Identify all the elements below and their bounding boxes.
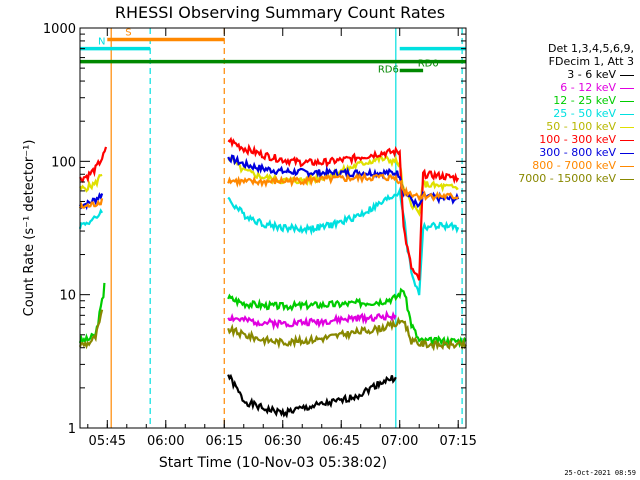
- legend-swatch: [620, 165, 634, 167]
- legend-swatch: [620, 139, 634, 141]
- y-tick-label-2: 100: [51, 155, 76, 170]
- x-tick-label-0: 05:45: [89, 434, 126, 449]
- legend-entry-label: 7000 - 15000 keV: [518, 172, 616, 185]
- series-line-4-0: [79, 173, 103, 193]
- marker-label-4: RD0: [418, 59, 439, 70]
- legend-swatch: [620, 100, 634, 102]
- plot-frame: [79, 27, 467, 429]
- x-axis-label: Start Time (10-Nov-03 05:38:02): [159, 455, 387, 471]
- legend-entry: 50 - 100 keV: [518, 120, 634, 133]
- series-line-6-1: [227, 154, 460, 209]
- legend-swatch: [620, 178, 634, 180]
- series-line-8-1: [227, 316, 467, 352]
- series-line-0-0: [227, 373, 397, 419]
- legend-entry-label: 100 - 300 keV: [539, 133, 616, 146]
- legend-entry: 6 - 12 keV: [518, 81, 634, 94]
- chart-title: RHESSI Observing Summary Count Rates: [115, 3, 445, 22]
- series-line-1-0: [227, 309, 397, 331]
- legend-entry: 3 - 6 keV: [518, 68, 634, 81]
- y-tick-label-0: 1: [68, 422, 76, 437]
- y-tick-label-3: 1000: [43, 22, 76, 37]
- x-tick-label-2: 06:15: [206, 434, 243, 449]
- series-line-2-0: [78, 282, 106, 345]
- y-tick-label-1: 10: [59, 289, 76, 304]
- series-line-8-0: [78, 309, 104, 350]
- legend: Det 1,3,4,5,6,9, FDecim 1, Att 3 3 - 6 k…: [518, 42, 634, 185]
- legend-entry: 12 - 25 keV: [518, 94, 634, 107]
- legend-entry-label: 300 - 800 keV: [539, 146, 616, 159]
- timestamp: 25-Oct-2021 08:59: [564, 469, 636, 477]
- legend-swatch: [620, 126, 634, 128]
- legend-swatch: [620, 113, 634, 115]
- legend-swatch: [620, 152, 634, 154]
- series-line-3-0: [78, 208, 104, 229]
- x-tick-label-1: 06:00: [147, 434, 184, 449]
- legend-title-line-1: Det 1,3,4,5,6,9,: [547, 42, 634, 55]
- series-line-7-0: [78, 198, 104, 209]
- series-line-5-1: [227, 136, 460, 281]
- x-tick-label-4: 06:45: [322, 434, 359, 449]
- series-layer: [78, 136, 467, 419]
- series-line-3-1: [227, 185, 460, 296]
- series-line-4-1: [227, 153, 459, 217]
- marker-label-1: N: [98, 37, 105, 48]
- legend-entry: 100 - 300 keV: [518, 133, 634, 146]
- series-line-7-1: [227, 171, 459, 202]
- series-line-2-1: [227, 287, 467, 349]
- legend-entry-label: 6 - 12 keV: [560, 81, 616, 94]
- x-tick-label-5: 07:00: [381, 434, 418, 449]
- series-line-5-0: [79, 146, 108, 184]
- markers-layer: S N RD0 RD6: [80, 27, 466, 76]
- legend-entry: 800 - 7000 keV: [518, 159, 634, 172]
- y-axis-label: Count Rate (s⁻¹ detector⁻¹): [22, 140, 37, 317]
- legend-entry-label: 12 - 25 keV: [553, 94, 616, 107]
- x-tick-label-3: 06:30: [264, 434, 301, 449]
- legend-entry: 25 - 50 keV: [518, 107, 634, 120]
- marker-label-0: S: [125, 27, 131, 38]
- legend-title-line-2: FDecim 1, Att 3: [548, 55, 634, 68]
- legend-swatch: [620, 74, 634, 76]
- legend-entries: 3 - 6 keV 6 - 12 keV 12 - 25 keV 25 - 50 ke…: [518, 68, 634, 185]
- vlines-layer: [110, 28, 463, 428]
- legend-swatch: [620, 87, 634, 89]
- legend-entry-label: 50 - 100 keV: [546, 120, 616, 133]
- legend-entry: 300 - 800 keV: [518, 146, 634, 159]
- axes-layer: 05:45 06:00 06:15 06:30 06:45 07:00 07:15 1 10 10…: [43, 22, 477, 449]
- marker-label-5: RD6: [378, 65, 399, 76]
- legend-entry: 7000 - 15000 keV: [518, 172, 634, 185]
- legend-entry-label: 25 - 50 keV: [553, 107, 616, 120]
- legend-entry-label: 3 - 6 keV: [567, 68, 616, 81]
- x-tick-label-6: 07:15: [439, 434, 476, 449]
- legend-entry-label: 800 - 7000 keV: [532, 159, 616, 172]
